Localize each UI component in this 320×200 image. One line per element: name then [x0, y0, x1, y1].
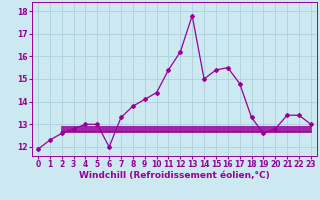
- X-axis label: Windchill (Refroidissement éolien,°C): Windchill (Refroidissement éolien,°C): [79, 171, 270, 180]
